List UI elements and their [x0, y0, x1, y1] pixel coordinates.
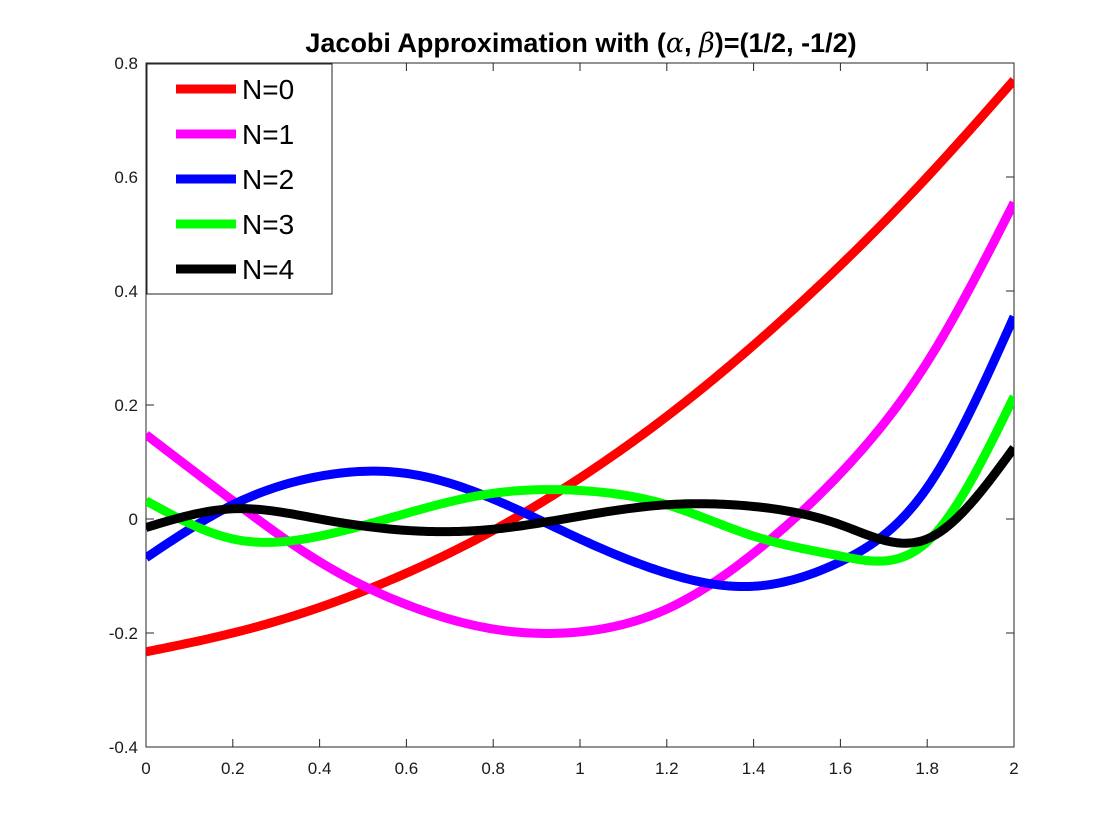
legend-label-n-0: N=0: [242, 74, 294, 105]
legend-label-n-1: N=1: [242, 119, 294, 150]
x-tick-label: 0: [141, 759, 150, 778]
series-line-n-3: [146, 394, 1014, 566]
x-tick-label: 0.8: [481, 759, 505, 778]
x-tick-label: 1: [575, 759, 584, 778]
y-tick-label: -0.4: [109, 738, 138, 757]
legend-label-n-3: N=3: [242, 209, 294, 240]
x-tick-label: 1.4: [742, 759, 766, 778]
legend: N=0 N=1 N=2 N=3 N=4: [146, 63, 333, 295]
y-tick-label: -0.2: [109, 624, 138, 643]
legend-label-n-4: N=4: [242, 254, 294, 285]
series-line-n-4: [146, 445, 1014, 548]
x-tick-label: 2: [1009, 759, 1018, 778]
x-tick-label: 1.6: [829, 759, 853, 778]
y-tick-label: 0.8: [114, 54, 138, 73]
y-tick-label: 0.4: [114, 282, 138, 301]
legend-label-n-2: N=2: [242, 164, 294, 195]
x-tick-label: 0.6: [395, 759, 419, 778]
series-line-n-0: [146, 77, 1014, 657]
x-tick-label: 1.8: [915, 759, 939, 778]
y-tick-label: 0: [129, 510, 138, 529]
x-tick-label: 0.4: [308, 759, 332, 778]
alpha-symbol: α: [666, 28, 684, 59]
series-line-n-2: [146, 314, 1014, 592]
series-lines: [146, 77, 1014, 657]
axis-tick-labels: 0 0.2 0.4 0.6 0.8 1 1.2 1.4 1.6 1.8 2 -0.4 -0.2 0 0.2 0…: [109, 54, 1019, 778]
y-tick-label: 0.2: [114, 396, 138, 415]
y-tick-label: 0.6: [114, 168, 138, 187]
beta-symbol: β: [698, 28, 715, 59]
x-tick-label: 0.2: [221, 759, 245, 778]
legend-box: [146, 63, 333, 295]
x-tick-label: 1.2: [655, 759, 679, 778]
chart-title: Jacobi Approximation with (α, β)=(1/2, -…: [305, 28, 856, 59]
